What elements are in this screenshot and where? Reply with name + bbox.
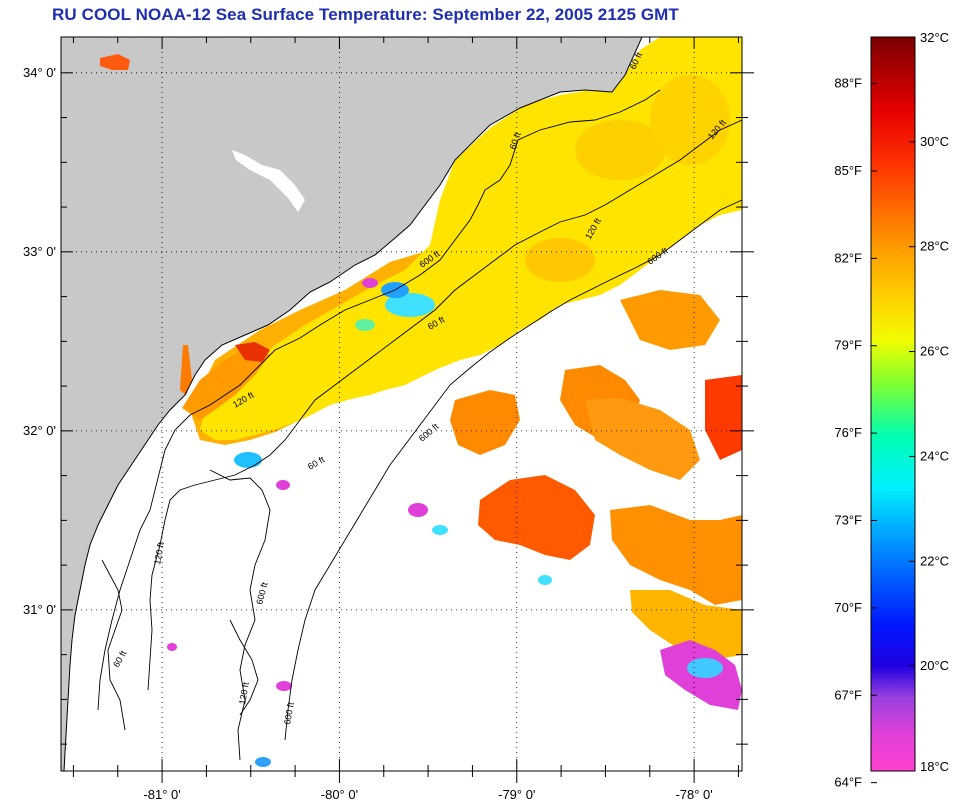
sst-gulfstream-blob (450, 390, 520, 455)
colorbar-fahrenheit-label: 85°F (834, 163, 862, 178)
colorbar-fahrenheit-label: 76°F (834, 425, 862, 440)
sst-cold-patch (276, 681, 292, 691)
colorbar-fahrenheit-label: 70°F (834, 600, 862, 615)
gridlines (61, 37, 742, 771)
colorbar-celsius-label: 28°C (920, 239, 949, 254)
axis-ticks (61, 37, 754, 783)
sst-cold-patch (276, 480, 290, 490)
colorbar-celsius-label: 30°C (920, 134, 949, 149)
latitude-label: 31° 0' (23, 602, 56, 617)
colorbar-fahrenheit-label: 79°F (834, 338, 862, 353)
contour-120ft (147, 119, 742, 691)
sst-coastal-red (235, 342, 270, 362)
contour-60ft (97, 89, 661, 711)
sst-inland-white (232, 150, 305, 212)
colorbar-fahrenheit-label: 67°F (834, 687, 862, 702)
colorbar-fahrenheit-label: 88°F (834, 76, 862, 91)
sst-gulfstream-blob (478, 475, 595, 560)
latitude-label: 32° 0' (23, 423, 56, 438)
sst-coastal-orange (182, 345, 270, 420)
colorbar-celsius-labels: 32°C 30°C 28°C 26°C 24°C 22°C 20°C 18°C (920, 30, 949, 774)
depth-contours (97, 89, 742, 761)
sst-gulfstream-blob (610, 505, 742, 605)
sst-cold-patch (408, 503, 428, 517)
colorbar-celsius-label: 18°C (920, 759, 949, 774)
sst-river-orange (180, 345, 192, 395)
colorbar-ticks (871, 36, 915, 784)
map-title: RU COOL NOAA-12 Sea Surface Temperature:… (52, 5, 679, 24)
latitude-label: 33° 0' (23, 244, 56, 259)
sst-field (100, 37, 742, 767)
sst-shelf-patch (575, 120, 665, 180)
contour-shelf-inner (209, 469, 271, 761)
sst-cold-patch (432, 525, 448, 535)
contour-label: 120 ft (152, 541, 166, 565)
sst-cold-patch (362, 278, 378, 288)
colorbar-celsius-label: 32°C (920, 30, 949, 45)
latitude-label: 34° 0' (23, 65, 56, 80)
sst-cold-patch (234, 452, 262, 468)
contour-label: 600 ft (282, 701, 296, 725)
sst-cold-patch (255, 757, 271, 767)
colorbar-celsius-label: 20°C (920, 658, 949, 673)
sst-shelf-patch (525, 238, 595, 282)
colorbar-fahrenheit-label: 73°F (834, 513, 862, 528)
sst-inland-patch (100, 54, 130, 70)
sst-gulfstream-blob (630, 590, 742, 660)
longitude-labels: -81° 0' -80° 0' -79° 0' -78° 0' (143, 787, 712, 801)
sst-gulfstream-blob (620, 290, 720, 350)
sst-cold-patch (538, 575, 552, 585)
contour-600ft (284, 199, 742, 741)
sst-cold-patch (355, 319, 375, 331)
longitude-label: -78° 0' (675, 787, 712, 801)
longitude-label: -80° 0' (321, 787, 358, 801)
latitude-labels: 34° 0' 33° 0' 32° 0' 31° 0' (23, 65, 56, 617)
map-panel[interactable]: 60 ft 120 ft 600 ft 60 ft 120 ft 600 ft … (61, 37, 742, 771)
map-frame (60, 36, 743, 772)
sst-cold-patch (687, 658, 723, 678)
colorbar-celsius-label: 26°C (920, 344, 949, 359)
coastline (63, 37, 643, 771)
colorbar-celsius-label: 22°C (920, 553, 949, 568)
contour-shelf-inner (101, 559, 126, 731)
sst-gulfstream-blob (585, 398, 700, 480)
colorbar-celsius-label: 24°C (920, 448, 949, 463)
contour-shelf-inner (229, 619, 259, 716)
colorbar (870, 36, 916, 772)
colorbar-fahrenheit-label: 82°F (834, 250, 862, 265)
colorbar-fahrenheit-labels: 88°F 85°F 82°F 79°F 76°F 73°F 70°F 67°F 64°F (834, 76, 862, 790)
sst-cold-patch (167, 643, 177, 651)
land-mass (61, 37, 642, 771)
longitude-label: -81° 0' (143, 787, 180, 801)
sst-shelf-patch (650, 75, 730, 165)
sst-cold-patch (385, 293, 435, 317)
contour-label: 120 ft (237, 681, 251, 705)
longitude-label: -79° 0' (498, 787, 535, 801)
sst-gulfstream-blob (705, 375, 742, 460)
colorbar-fahrenheit-label: 64°F (834, 775, 862, 790)
